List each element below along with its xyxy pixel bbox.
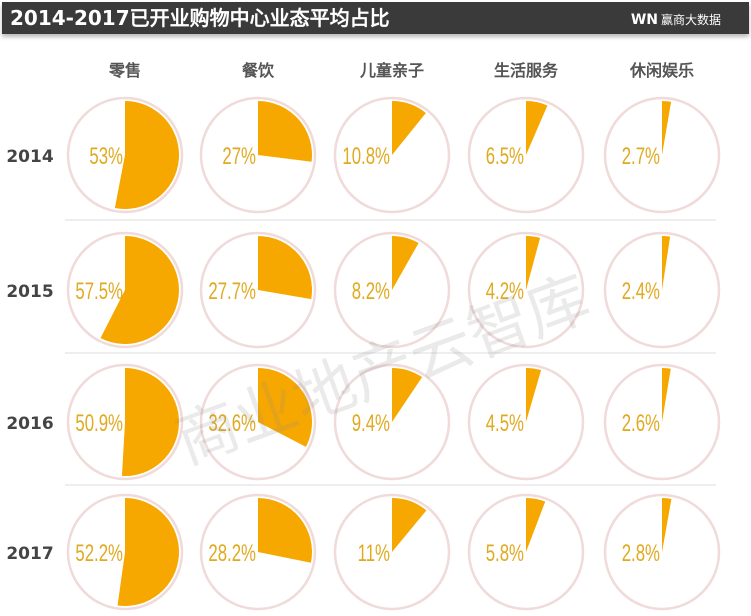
pie-slice: [117, 498, 179, 606]
pie-slice: [392, 498, 427, 552]
data-label: 53%: [89, 143, 123, 170]
category-label: 生活服务: [494, 61, 559, 80]
data-label: 32.6%: [208, 410, 256, 437]
pie-slice: [526, 236, 541, 290]
data-label: 57.5%: [75, 278, 123, 305]
pie-slice: [662, 368, 671, 422]
pie-slice: [392, 368, 423, 422]
pie-slice: [258, 498, 312, 563]
data-label: 28.2%: [208, 540, 256, 567]
data-label: 2.7%: [622, 143, 660, 170]
logo-mark: WN: [630, 12, 658, 28]
year-label: 2017: [6, 544, 53, 564]
header-bar: 2014-2017已开业购物中心业态平均占比 WN 赢商大数据: [2, 2, 749, 34]
data-label: 2.6%: [622, 410, 660, 437]
pie-slice: [121, 368, 180, 477]
year-label: 2014: [6, 147, 53, 167]
pie-slice: [258, 368, 312, 447]
pie-slice: [114, 101, 179, 209]
data-label: 27%: [222, 143, 256, 170]
year-label: 2016: [6, 414, 53, 434]
pie-slice: [392, 101, 426, 155]
data-label: 6.5%: [486, 143, 524, 170]
category-label: 儿童亲子: [359, 61, 424, 80]
data-label: 2.4%: [622, 278, 660, 305]
chart-title: 2014-2017已开业购物中心业态平均占比: [10, 6, 390, 30]
brand-logo: WN 赢商大数据: [631, 11, 721, 28]
pie-slice: [258, 101, 312, 162]
category-label: 零售: [108, 61, 141, 80]
data-label: 52.2%: [75, 540, 123, 567]
pie-slice: [662, 236, 671, 290]
data-label: 4.5%: [486, 410, 524, 437]
pie-slice: [392, 236, 419, 290]
data-label: 9.4%: [352, 410, 390, 437]
pie-slice: [526, 368, 542, 422]
data-label: 8.2%: [352, 278, 390, 305]
logo-text: 赢商大数据: [660, 13, 721, 27]
pie-slice: [662, 101, 672, 155]
data-label: 11%: [358, 540, 390, 567]
pie-slice: [526, 498, 546, 552]
category-label: 休闲娱乐: [629, 61, 694, 80]
data-label: 4.2%: [486, 278, 524, 305]
pie-slice: [258, 236, 313, 300]
data-label: 50.9%: [75, 410, 123, 437]
pie-slice: [526, 101, 548, 155]
category-label: 餐饮: [241, 61, 275, 80]
data-label: 27.7%: [208, 278, 256, 305]
data-label: 2.8%: [622, 540, 660, 567]
data-label: 5.8%: [486, 540, 524, 567]
year-label: 2015: [6, 282, 53, 302]
pie-slice: [100, 236, 179, 344]
pie-slice: [662, 498, 672, 552]
data-label: 10.8%: [342, 143, 390, 170]
